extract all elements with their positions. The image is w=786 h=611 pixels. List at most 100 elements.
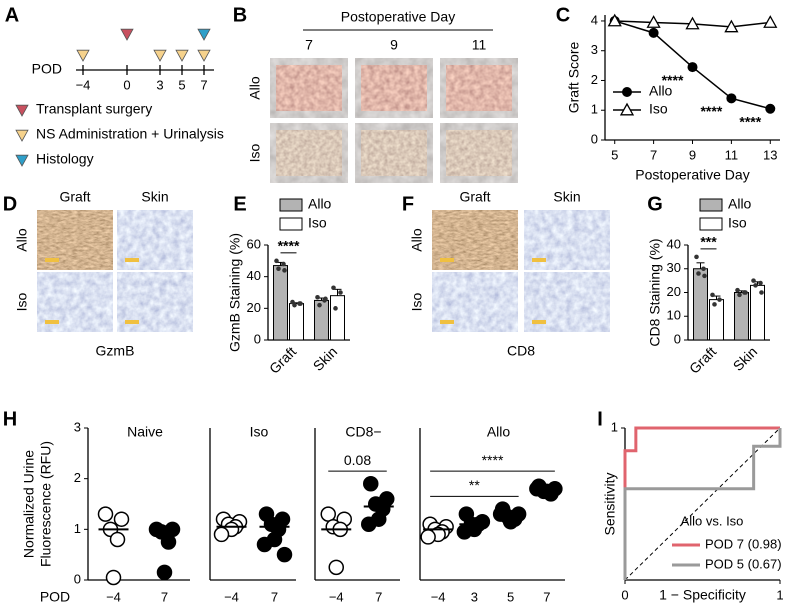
- y-tick-label: 2: [74, 470, 81, 485]
- y-tick-label: 10: [667, 308, 681, 323]
- x-axis-label: POD: [40, 589, 70, 605]
- column-label: Graft: [59, 189, 90, 205]
- point: [333, 306, 338, 311]
- timeline-tick-label: −4: [76, 77, 91, 92]
- point: [696, 271, 701, 276]
- point: [156, 564, 173, 581]
- y-tick-label: 3: [591, 42, 598, 57]
- point: [717, 297, 722, 302]
- x-tick-label: 7: [161, 589, 168, 604]
- x-tick-label: Skin: [730, 343, 761, 374]
- row-label: Allo: [247, 76, 263, 100]
- legend-label: Allo: [728, 196, 752, 212]
- y-tick-label: 1: [611, 419, 618, 434]
- legend-swatch: [279, 198, 303, 212]
- x-tick-label: 5: [611, 147, 618, 162]
- row-label: Iso: [247, 143, 263, 162]
- event-marker: [120, 28, 134, 41]
- scale-bar: [532, 258, 546, 262]
- point: [765, 103, 776, 114]
- point: [361, 516, 377, 533]
- y-axis-label: CD8 Staining (%): [647, 238, 663, 346]
- graft: [275, 64, 343, 112]
- graft: [360, 129, 428, 177]
- legend-marker: [15, 154, 29, 167]
- point: [694, 254, 699, 260]
- scale-bar: [532, 320, 546, 324]
- point: [317, 302, 322, 308]
- legend-marker: [619, 102, 635, 116]
- event-marker: [175, 49, 189, 62]
- point: [323, 296, 328, 302]
- point: [281, 261, 286, 267]
- point: [298, 301, 303, 306]
- point: [735, 287, 740, 293]
- point: [213, 526, 230, 543]
- x-tick-label: 11: [725, 147, 739, 162]
- x-tick-label: Graft: [266, 343, 299, 376]
- x-tick-label: −4: [329, 589, 344, 604]
- point: [276, 546, 293, 563]
- point: [726, 93, 737, 104]
- legend-label: POD 7 (0.98): [705, 536, 782, 551]
- column-label: 9: [390, 37, 398, 53]
- point: [282, 268, 287, 273]
- y-tick-label: 40: [667, 236, 681, 251]
- point: [492, 506, 509, 522]
- column-label: Skin: [141, 189, 168, 205]
- point: [363, 475, 379, 492]
- point: [338, 290, 343, 295]
- y-tick-label: 4: [591, 12, 598, 27]
- point: [701, 266, 706, 272]
- point: [420, 529, 436, 545]
- legend-label: Iso: [308, 215, 327, 231]
- point: [456, 524, 473, 540]
- legend-swatch: [699, 217, 723, 231]
- x-axis-label: Postoperative Day: [635, 167, 749, 183]
- y-tick-label: 30: [667, 260, 681, 275]
- row-label: Allo: [14, 228, 30, 252]
- timeline-tick-label: 7: [200, 77, 207, 92]
- point: [320, 506, 336, 522]
- event-marker: [153, 49, 167, 62]
- bar: [273, 265, 288, 341]
- y-tick-label: 0: [254, 331, 261, 346]
- panel-label: E: [233, 193, 246, 215]
- y-tick-label: 1: [74, 521, 81, 536]
- y-tick-label: 0: [674, 331, 681, 346]
- x-tick-label: −4: [106, 589, 121, 604]
- point: [331, 285, 336, 291]
- point: [292, 302, 297, 308]
- significance: ****: [662, 72, 684, 88]
- scale-bar: [45, 258, 59, 262]
- point: [276, 266, 281, 272]
- legend-label: NS Administration + Urinalysis: [36, 126, 224, 142]
- point: [109, 531, 126, 548]
- legend-label: Allo: [649, 83, 673, 99]
- x-tick-label: 3: [471, 589, 478, 604]
- legend-swatch: [279, 217, 303, 231]
- significance: ****: [739, 113, 761, 129]
- x-tick-label: 0: [621, 587, 628, 602]
- y-tick-label: 60: [247, 236, 261, 251]
- point: [256, 536, 273, 553]
- panel-title: Naive: [127, 424, 163, 440]
- timeline-tick-label: 5: [178, 77, 185, 92]
- bar: [289, 303, 304, 341]
- bar: [693, 268, 708, 341]
- legend-marker: [622, 87, 632, 97]
- x-tick-label: Graft: [686, 343, 719, 376]
- scale-bar: [125, 258, 139, 262]
- scale-bar: [125, 320, 139, 324]
- panel-label: A: [5, 4, 19, 26]
- graft: [275, 129, 343, 177]
- grid-title: Postoperative Day: [341, 9, 455, 25]
- y-axis-label: Graft Score: [566, 42, 582, 114]
- scale-bar: [440, 258, 454, 262]
- legend-label: Transplant surgery: [36, 101, 152, 117]
- point: [753, 283, 758, 288]
- timeline-label: POD: [32, 61, 62, 77]
- panel-label: H: [3, 408, 17, 430]
- point: [737, 292, 742, 298]
- x-axis-label: 1 − Specificity: [659, 587, 746, 603]
